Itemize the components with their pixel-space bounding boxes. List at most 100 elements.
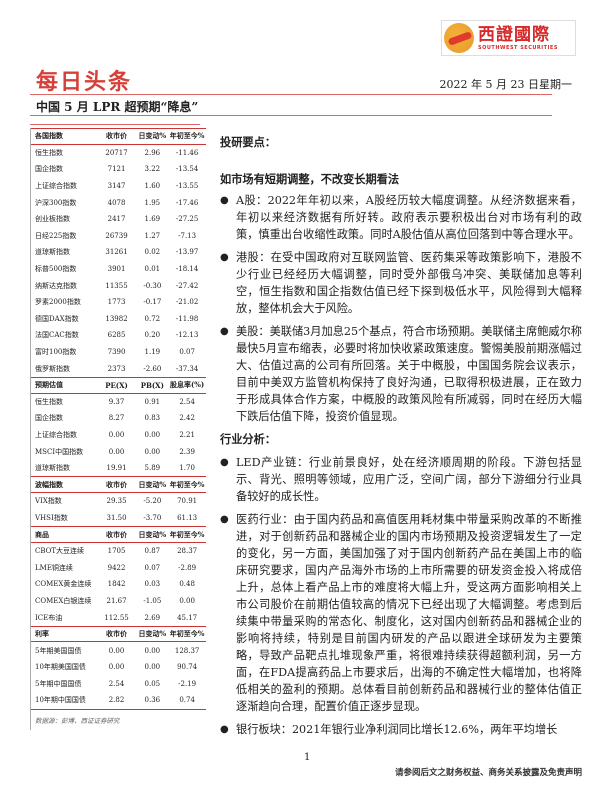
row-label: 富时100指数 — [35, 348, 77, 357]
table-row: 恒生指数 20717 2.96 -11.46 — [31, 145, 206, 162]
cell-value: 0.00 — [108, 430, 125, 439]
bullet-text: 港股：在受中国政府对互联网监管、医药集采等政策影响下，港股不少行业已经经历大幅调… — [236, 251, 582, 315]
cell-value: 收市价 — [106, 131, 128, 141]
cell-value: 2.69 — [144, 613, 161, 622]
table-row: LME铜连续 9422 0.07 -2.89 — [31, 559, 206, 576]
row-label: 罗素2000指数 — [35, 298, 81, 307]
divider — [30, 115, 552, 116]
cell-value: 0.07 — [144, 563, 161, 572]
cell-value: 0.03 — [144, 580, 161, 589]
bullet-text: 银行板块：2021年银行业净利润同比增长12.6%，两年平均增长 — [236, 723, 558, 736]
cell-value: -27.25 — [175, 215, 199, 224]
row-label: 10年期中国国债 — [35, 696, 86, 705]
row-label: 俄罗斯指数 — [35, 364, 70, 373]
table-section-header: 波幅指数 收市价 日变动% 年初至今% — [31, 476, 206, 494]
cell-value: 年初至今% — [169, 629, 205, 639]
cell-value: 26739 — [105, 231, 128, 240]
table-row: ICE布油 112.55 2.69 45.17 — [31, 609, 206, 626]
main-content: 投研要点： 如市场有短期调整，不改变长期看法 ● A股：2022年年初以来，A股经… — [220, 134, 582, 744]
table-row: 道琼斯指数 19.91 5.89 1.70 — [31, 460, 206, 477]
row-label: 利率 — [35, 629, 49, 639]
row-label: 恒生指数 — [35, 397, 63, 406]
bullet-icon: ● — [220, 457, 229, 468]
cell-value: -21.02 — [175, 298, 199, 307]
cell-value: -11.46 — [175, 148, 199, 157]
row-label: 商品 — [35, 529, 49, 539]
row-label: 恒生指数 — [35, 148, 63, 157]
row-label: 各国指数 — [35, 131, 63, 141]
cell-value: 29.35 — [106, 497, 127, 506]
table-section-header: 各国指数 收市价 日变动% 年初至今% — [31, 128, 206, 145]
bullet-item: ● 港股：在受中国政府对互联网监管、医药集采等政策影响下，港股不少行业已经经历大幅… — [220, 249, 582, 317]
cell-value: 0.87 — [144, 547, 161, 556]
cell-value: 1.69 — [144, 215, 161, 224]
cell-value: 2.54 — [179, 397, 195, 406]
row-label: 5年期美国国债 — [35, 646, 82, 655]
divider — [30, 124, 200, 125]
section-heading: 如市场有短期调整，不改变长期看法 — [220, 172, 400, 186]
cell-value: -17.46 — [175, 198, 199, 207]
cell-value: -13.54 — [175, 165, 199, 174]
cell-value: 7390 — [107, 348, 126, 357]
cell-value: -11.98 — [175, 314, 199, 323]
table-row: 国企指数 8.27 0.83 2.42 — [31, 410, 206, 427]
table-row: 恒生指数 9.37 0.91 2.54 — [31, 394, 206, 411]
cell-value: 61.13 — [177, 513, 198, 522]
row-label: 10年期美国国债 — [35, 663, 86, 672]
cell-value: 2.96 — [144, 148, 161, 157]
cell-value: 0.07 — [179, 348, 195, 357]
bullet-icon: ● — [220, 195, 229, 206]
row-label: 国企指数 — [35, 165, 63, 174]
cell-value: 3.22 — [144, 165, 161, 174]
cell-value: 2.39 — [179, 447, 195, 456]
cell-value: 1842 — [107, 580, 126, 589]
bullet-item: ● 银行板块：2021年银行业净利润同比增长12.6%，两年平均增长 — [220, 721, 582, 738]
cell-value: 年初至今% — [169, 529, 205, 539]
table-row: 标普500指数 3901 0.01 -18.14 — [31, 261, 206, 278]
row-label: 道琼斯指数 — [35, 464, 70, 473]
page-number: 1 — [304, 752, 311, 763]
table-row: COMEX白银连续 21.67 -1.05 0.00 — [31, 593, 206, 610]
cell-value: 9.37 — [108, 397, 125, 406]
cell-value: 2.42 — [179, 414, 195, 423]
table-section-header: 利率 收市价 日变动% 年初至今% — [31, 625, 206, 643]
cell-value: -2.89 — [178, 563, 197, 572]
cell-value: 3901 — [107, 265, 126, 274]
row-label: 5年期中国国债 — [35, 679, 82, 688]
cell-value: 收市价 — [106, 479, 128, 489]
table-row: CBOT大豆连续 1705 0.87 28.37 — [31, 543, 206, 560]
table-row: 德国DAX指数 13982 0.72 -11.98 — [31, 311, 206, 328]
cell-value: 日变动% — [138, 479, 167, 489]
cell-value: 1773 — [107, 298, 126, 307]
disclaimer: 请参阅后文之财务权益、商务关系披露及免责声明 — [394, 768, 582, 778]
cell-value: 日变动% — [138, 629, 167, 639]
cell-value: 7121 — [107, 165, 126, 174]
table-row: 富时100指数 7390 1.19 0.07 — [31, 344, 206, 361]
row-label: 创业板指数 — [35, 215, 70, 224]
cell-value: 1.27 — [144, 231, 161, 240]
cell-value: 0.72 — [144, 314, 161, 323]
cell-value: 日变动% — [138, 529, 167, 539]
cell-value: 1.60 — [144, 182, 161, 191]
table-row: 5年期美国国债 0.00 0.00 128.37 — [31, 642, 206, 659]
cell-value: 0.36 — [144, 696, 161, 705]
cell-value: 28.37 — [177, 547, 198, 556]
cell-value: 0.02 — [144, 248, 161, 257]
table-row: MSCI中国指数 0.00 0.00 2.39 — [31, 443, 206, 460]
cell-value: 9422 — [107, 563, 126, 572]
table-section-header: 商品 收市价 日变动% 年初至今% — [31, 526, 206, 543]
cell-value: -0.17 — [143, 298, 162, 307]
row-label: 道琼斯指数 — [35, 248, 70, 257]
table-row: 日经225指数 26739 1.27 -7.13 — [31, 228, 206, 245]
row-label: 波幅指数 — [35, 479, 63, 489]
row-label: CBOT大豆连续 — [35, 547, 85, 556]
cell-value: 0.00 — [144, 447, 161, 456]
row-label: 上证综合指数 — [35, 182, 77, 191]
row-label: 上证综合指数 — [35, 430, 77, 439]
logo-en: SOUTHWEST SECURITIES — [478, 44, 558, 51]
cell-value: 年初至今% — [169, 479, 205, 489]
table-row: 俄罗斯指数 2373 -2.60 -37.34 — [31, 360, 206, 377]
cell-value: 0.91 — [144, 397, 161, 406]
cell-value: -2.60 — [143, 364, 162, 373]
bullet-icon: ● — [220, 514, 229, 525]
